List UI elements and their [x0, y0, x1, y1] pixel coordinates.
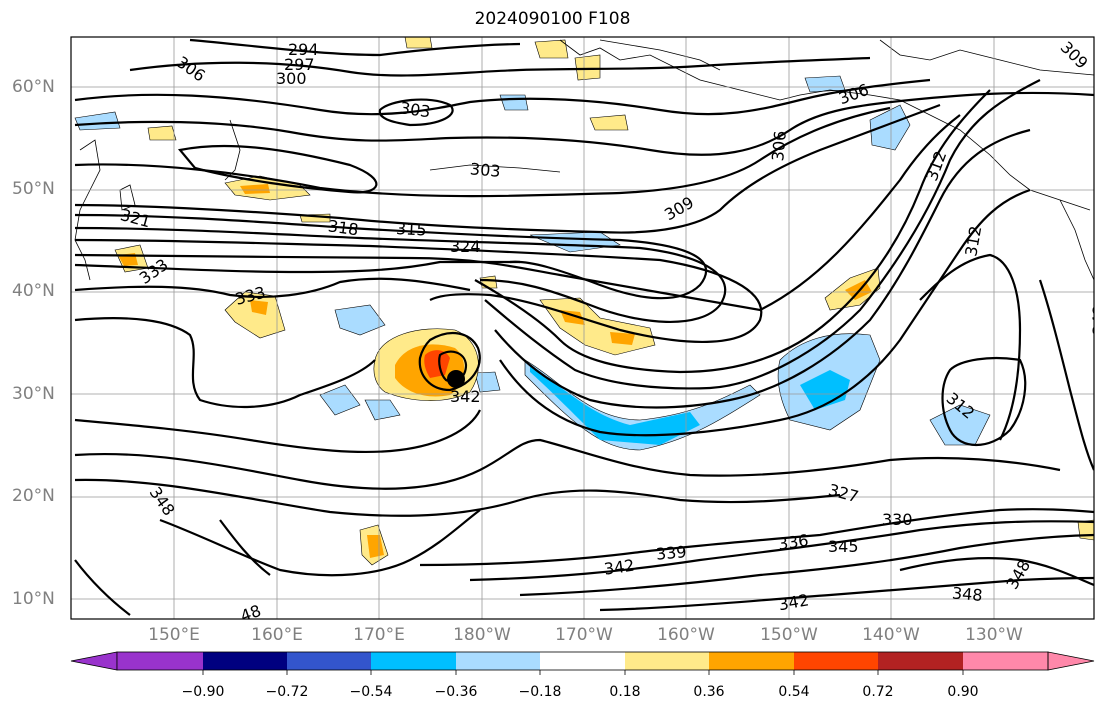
lat-label-10n: 10°N: [12, 589, 55, 609]
contour-label: 342: [1089, 304, 1105, 335]
colorbar-label: −0.18: [518, 684, 562, 700]
plot-frame: [70, 36, 1095, 620]
colorbar-label: −0.72: [265, 684, 309, 700]
lat-label-50n: 50°N: [12, 179, 55, 199]
contour-label: 330: [882, 510, 913, 529]
colorbar-label: −0.90: [181, 684, 225, 700]
contour-label: 48: [238, 601, 264, 626]
contour-label: 297: [284, 55, 315, 74]
coastlines: [74, 39, 1094, 281]
lon-label-140w: 140°W: [862, 625, 920, 645]
contour-label: 336: [777, 531, 810, 554]
contour-label: 294: [288, 40, 319, 59]
contour-label: 303: [399, 98, 432, 121]
contour-label: 303: [469, 159, 501, 181]
colorbar-label: −0.36: [434, 684, 478, 700]
colorbar-label: 0.36: [693, 684, 725, 700]
colorbar: [70, 651, 1095, 675]
contour-label: 327: [1090, 364, 1105, 395]
lat-label-40n: 40°N: [12, 281, 55, 301]
contour-label: 315: [396, 219, 427, 240]
lon-label-170e: 170°E: [353, 625, 405, 645]
shading-negative: [74, 75, 991, 451]
lat-label-20n: 20°N: [12, 486, 55, 506]
lon-label-180w: 180°W: [453, 625, 511, 645]
contour-label: 339: [655, 542, 687, 564]
contour-label: 345: [828, 537, 859, 556]
contour-label: 318: [327, 216, 360, 239]
map-title: 2024090100 F108: [474, 9, 631, 29]
contour-label: 324: [450, 237, 481, 256]
lon-label-150e: 150°E: [148, 625, 200, 645]
contour-label: 348: [951, 583, 983, 605]
lon-label-170w: 170°W: [555, 625, 613, 645]
lat-label-30n: 30°N: [12, 384, 55, 404]
storm-center-marker: [447, 370, 465, 388]
colorbar-label: 0.72: [862, 684, 894, 700]
lat-label-60n: 60°N: [12, 77, 55, 97]
lon-label-160w: 160°W: [657, 625, 715, 645]
colorbar-label: 0.18: [609, 684, 641, 700]
lon-label-150w: 150°W: [760, 625, 818, 645]
contour-label: 300: [276, 69, 307, 88]
lon-label-130w: 130°W: [965, 625, 1023, 645]
map-plot-area: 342 294 297 300 306 303 303 306 306 309 …: [71, 37, 1105, 626]
colorbar-label: 0.90: [947, 684, 979, 700]
contour-label: 342: [603, 556, 636, 579]
colorbar-label: 0.54: [778, 684, 810, 700]
colorbar-extend-low: [70, 651, 118, 671]
contour-label: 306: [768, 130, 790, 162]
colorbar-extend-high: [1047, 651, 1095, 671]
lon-label-160e: 160°E: [251, 625, 303, 645]
colorbar-label: −0.54: [349, 684, 393, 700]
isentropic-contours: [74, 38, 1094, 616]
storm-center-label: 342: [450, 387, 481, 406]
